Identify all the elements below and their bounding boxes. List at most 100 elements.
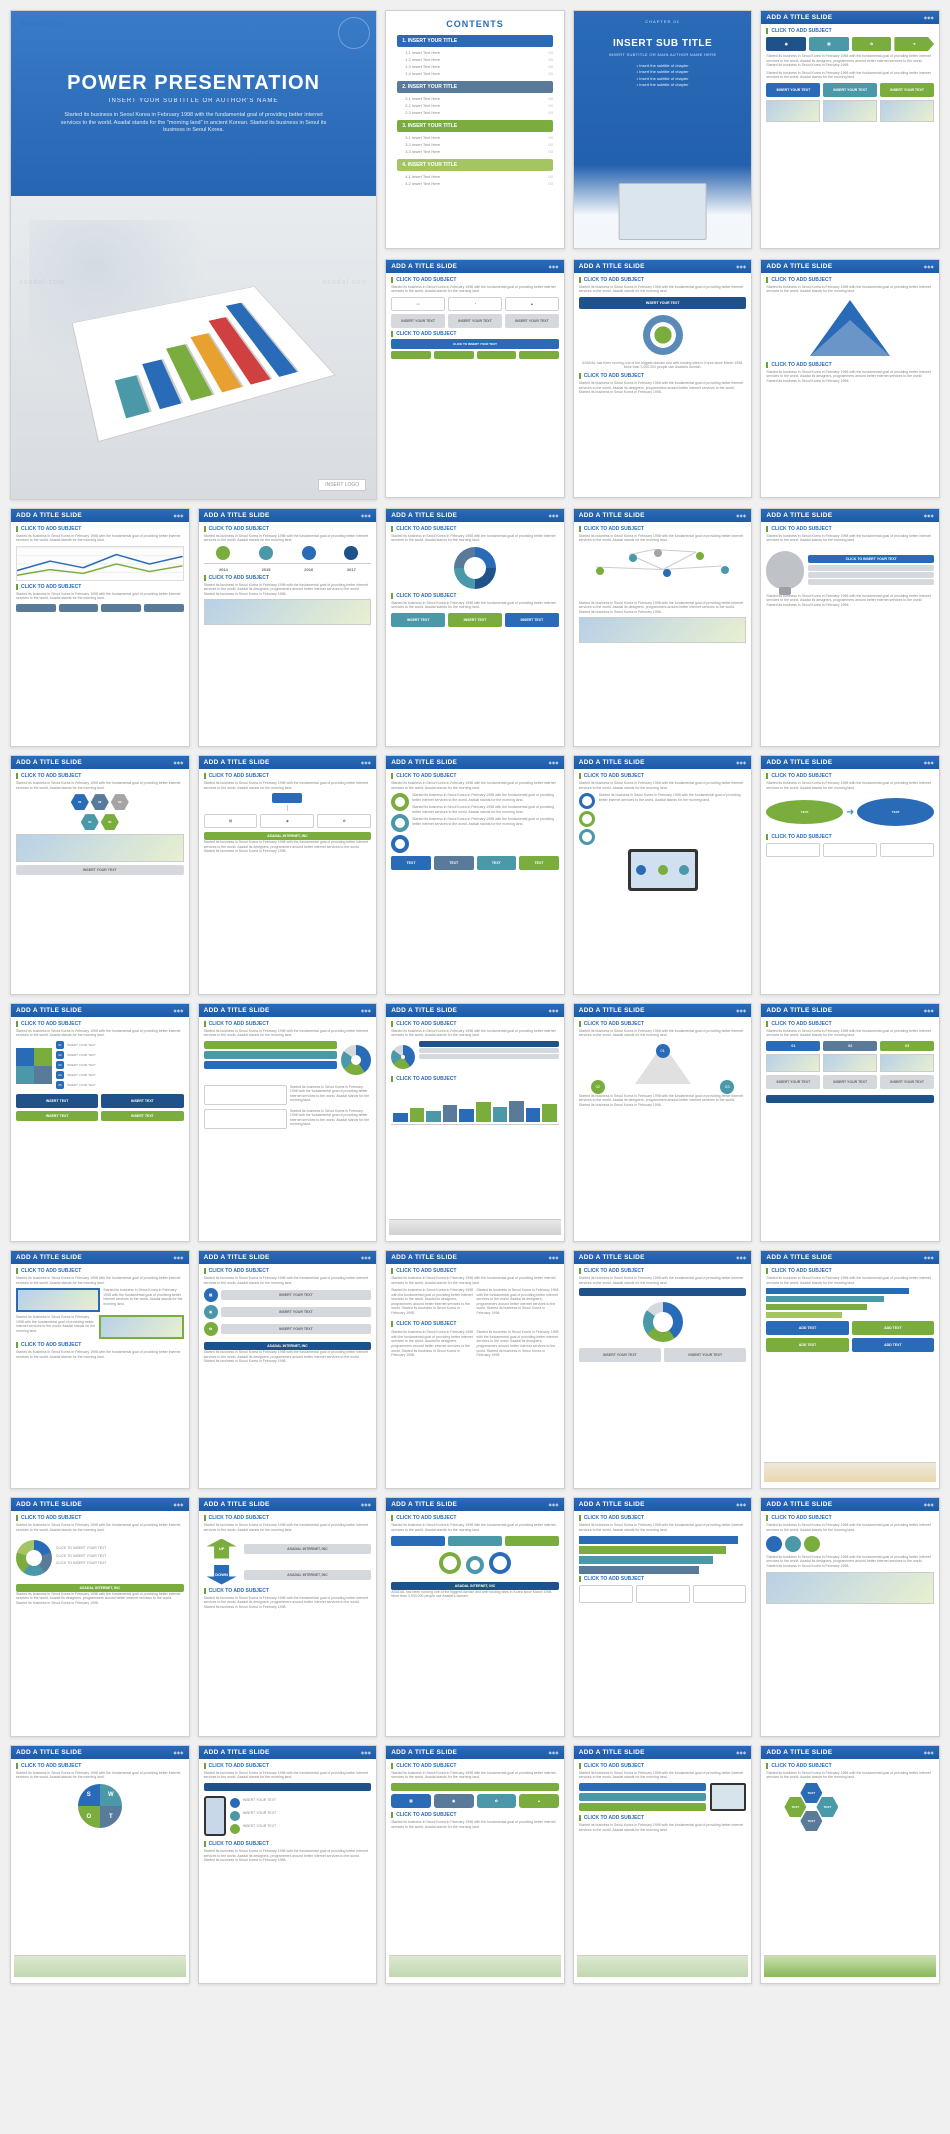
slide-linechart: ADD A TITLE SLIDE CLICK TO ADD SUBJECT S… bbox=[10, 508, 190, 747]
field-image bbox=[577, 1955, 749, 1977]
hex-node: TEXT bbox=[784, 1797, 806, 1817]
text-box: TEXT bbox=[519, 856, 559, 870]
slide-header: ADD A TITLE SLIDE bbox=[761, 756, 939, 769]
subject-label: CLICK TO ADD SUBJECT bbox=[204, 526, 372, 532]
bulb-graphic bbox=[766, 551, 804, 589]
swot-s: S bbox=[78, 1784, 100, 1806]
slide-header: ADD A TITLE SLIDE bbox=[199, 756, 377, 769]
paragraph: Started its business in Seoul Korea in F… bbox=[204, 583, 372, 597]
icon-box: ▤ bbox=[809, 37, 849, 51]
slide-photos: ADD A TITLE SLIDE CLICK TO ADD SUBJECT S… bbox=[10, 1250, 190, 1489]
label-box: ASADAL INTERNET, INC bbox=[244, 1544, 372, 1554]
org-node: ✿ bbox=[317, 814, 371, 828]
paragraph: Started its business in Seoul Korea in F… bbox=[16, 1029, 184, 1038]
slide-header: ADD A TITLE SLIDE bbox=[761, 260, 939, 273]
photo bbox=[766, 1572, 934, 1604]
slide-header: ADD A TITLE SLIDE bbox=[574, 1498, 752, 1511]
dot-icon bbox=[230, 1798, 240, 1808]
text-box: INSERT TEXT bbox=[101, 1094, 183, 1108]
slide-segdonut: ADD A TITLE SLIDE CLICK TO ADD SUBJECT S… bbox=[10, 1497, 190, 1736]
paragraph: Started its business in Seoul Korea in F… bbox=[391, 534, 559, 543]
template-gallery: POWER PRESENTATION INSERT YOUR SUBTITLE … bbox=[10, 10, 940, 1984]
globe-tree-graphic bbox=[643, 315, 683, 355]
paragraph: Started its business in Seoul Korea in F… bbox=[579, 1276, 747, 1285]
paragraph: Started its business in Seoul Korea in F… bbox=[579, 1771, 747, 1780]
chapter-title: INSERT SUB TITLE bbox=[613, 38, 712, 49]
paragraph: Started its business in Seoul Korea in F… bbox=[391, 1523, 559, 1532]
timeline-icons bbox=[204, 546, 372, 560]
flow-node: TEXT bbox=[766, 800, 843, 824]
city-image bbox=[389, 1955, 561, 1977]
ring-icon bbox=[391, 835, 409, 853]
text-box: INSERT TEXT bbox=[16, 1094, 98, 1108]
subject-label: CLICK TO ADD SUBJECT bbox=[391, 1515, 559, 1521]
bullet: INSERT YOUR TEXT bbox=[243, 1798, 372, 1805]
card bbox=[204, 1109, 287, 1129]
slide-header: ADD A TITLE SLIDE bbox=[199, 1746, 377, 1759]
swot-w: W bbox=[100, 1784, 122, 1806]
text-box: INSERT YOUR TEXT bbox=[880, 83, 934, 97]
subject-label: CLICK TO ADD SUBJECT bbox=[579, 277, 747, 283]
paragraph: Started its business in Seoul Korea in F… bbox=[204, 534, 372, 543]
paragraph: Started its business in Seoul Korea in F… bbox=[579, 781, 747, 790]
slide-hexcluster: ADD A TITLE SLIDE CLICK TO ADD SUBJECT S… bbox=[760, 1745, 940, 1984]
team-photo bbox=[766, 1054, 820, 1072]
paragraph: Started its business in Seoul Korea in F… bbox=[391, 1288, 473, 1315]
pyramid-graphic bbox=[810, 300, 890, 356]
paragraph: Started its business in Seoul Korea in F… bbox=[766, 54, 934, 68]
slide-header: ADD A TITLE SLIDE bbox=[761, 509, 939, 522]
text-box: INSERT YOUR TEXT bbox=[823, 83, 877, 97]
slide-ringwheel: ADD A TITLE SLIDE CLICK TO ADD SUBJECT S… bbox=[573, 1250, 753, 1489]
table-head bbox=[434, 351, 474, 359]
subject-label: CLICK TO ADD SUBJECT bbox=[16, 526, 184, 532]
phone-graphic bbox=[204, 1796, 226, 1836]
subject-label: CLICK TO ADD SUBJECT bbox=[579, 1515, 747, 1521]
table-head bbox=[477, 351, 517, 359]
icon-card: ▤ bbox=[391, 1794, 431, 1808]
paragraph: Started its business in Seoul Korea in F… bbox=[16, 1523, 184, 1532]
puzzle-graphic bbox=[16, 1048, 52, 1084]
paragraph: Started its business in Seoul Korea in F… bbox=[477, 1288, 559, 1315]
org-node: ▤ bbox=[204, 814, 258, 828]
text-box: TEXT bbox=[434, 856, 474, 870]
paragraph: Started its business in Seoul Korea in F… bbox=[766, 781, 934, 790]
bullet: INSERT YOUR TEXT bbox=[243, 1824, 372, 1831]
bar-chart bbox=[391, 1085, 559, 1125]
list-item: INSERT YOUR TEXT bbox=[221, 1324, 372, 1334]
slide-bulb: ADD A TITLE SLIDE CLICK TO ADD SUBJECT S… bbox=[760, 508, 940, 747]
slide-header: ADD A TITLE SLIDE bbox=[761, 1746, 939, 1759]
chart-box: ▭ bbox=[391, 297, 445, 311]
cover-title: POWER PRESENTATION bbox=[67, 72, 320, 94]
slide-puzzle: ADD A TITLE SLIDE CLICK TO ADD SUBJECT S… bbox=[10, 1003, 190, 1242]
gears-graphic bbox=[391, 1550, 559, 1578]
paragraph: Started its business in Seoul Korea in F… bbox=[204, 1849, 372, 1863]
slide-iconrow: ADD A TITLE SLIDE CLICK TO ADD SUBJECT S… bbox=[385, 1745, 565, 1984]
line-chart bbox=[16, 546, 184, 581]
company-banner: ASADAL INTERNET, INC bbox=[204, 832, 372, 840]
table-head bbox=[59, 604, 99, 612]
paragraph: Started its business in Seoul Korea in F… bbox=[16, 1276, 184, 1285]
slide-barchart: ADD A TITLE SLIDE CLICK TO ADD SUBJECT S… bbox=[385, 1003, 565, 1242]
slide-header: ADD A TITLE SLIDE bbox=[199, 509, 377, 522]
card bbox=[636, 1585, 690, 1603]
subject-label: CLICK TO ADD SUBJECT bbox=[391, 526, 559, 532]
text-box: ADD TEXT bbox=[852, 1321, 934, 1335]
text-box: INSERT TEXT bbox=[16, 1111, 98, 1121]
slide-header: ADD A TITLE SLIDE bbox=[386, 1004, 564, 1017]
logo-placeholder: INSERT LOGO bbox=[318, 479, 366, 491]
paragraph: Started its business in Seoul Korea in F… bbox=[766, 1029, 934, 1038]
company-banner: ASADAL INTERNET, INC bbox=[16, 1584, 184, 1592]
paragraph: Started its business in Seoul Korea in F… bbox=[290, 1085, 371, 1103]
tree-image bbox=[764, 1955, 936, 1977]
paragraph: Started its business in Seoul Korea in F… bbox=[204, 1523, 372, 1532]
slide-phone: ADD A TITLE SLIDE CLICK TO ADD SUBJECT S… bbox=[198, 1745, 378, 1984]
slide-header: ADD A TITLE SLIDE bbox=[199, 1498, 377, 1511]
paragraph: Started its business in Seoul Korea in F… bbox=[766, 71, 934, 80]
slide-quadrants: ADD A TITLE SLIDE CLICK TO ADD SUBJECT S… bbox=[760, 1497, 940, 1736]
paragraph: Started its business in Seoul Korea in F… bbox=[391, 1029, 559, 1038]
hex-cluster: TEXT TEXT TEXT TEXT bbox=[766, 1783, 934, 1833]
cover-subtitle: INSERT YOUR SUBTITLE OR AUTHOR'S NAME bbox=[109, 98, 279, 104]
slide-timeline: ADD A TITLE SLIDE CLICK TO ADD SUBJECT S… bbox=[198, 508, 378, 747]
subject-label: CLICK TO ADD SUBJECT bbox=[766, 773, 934, 779]
hex-node: TEXT bbox=[816, 1797, 838, 1817]
